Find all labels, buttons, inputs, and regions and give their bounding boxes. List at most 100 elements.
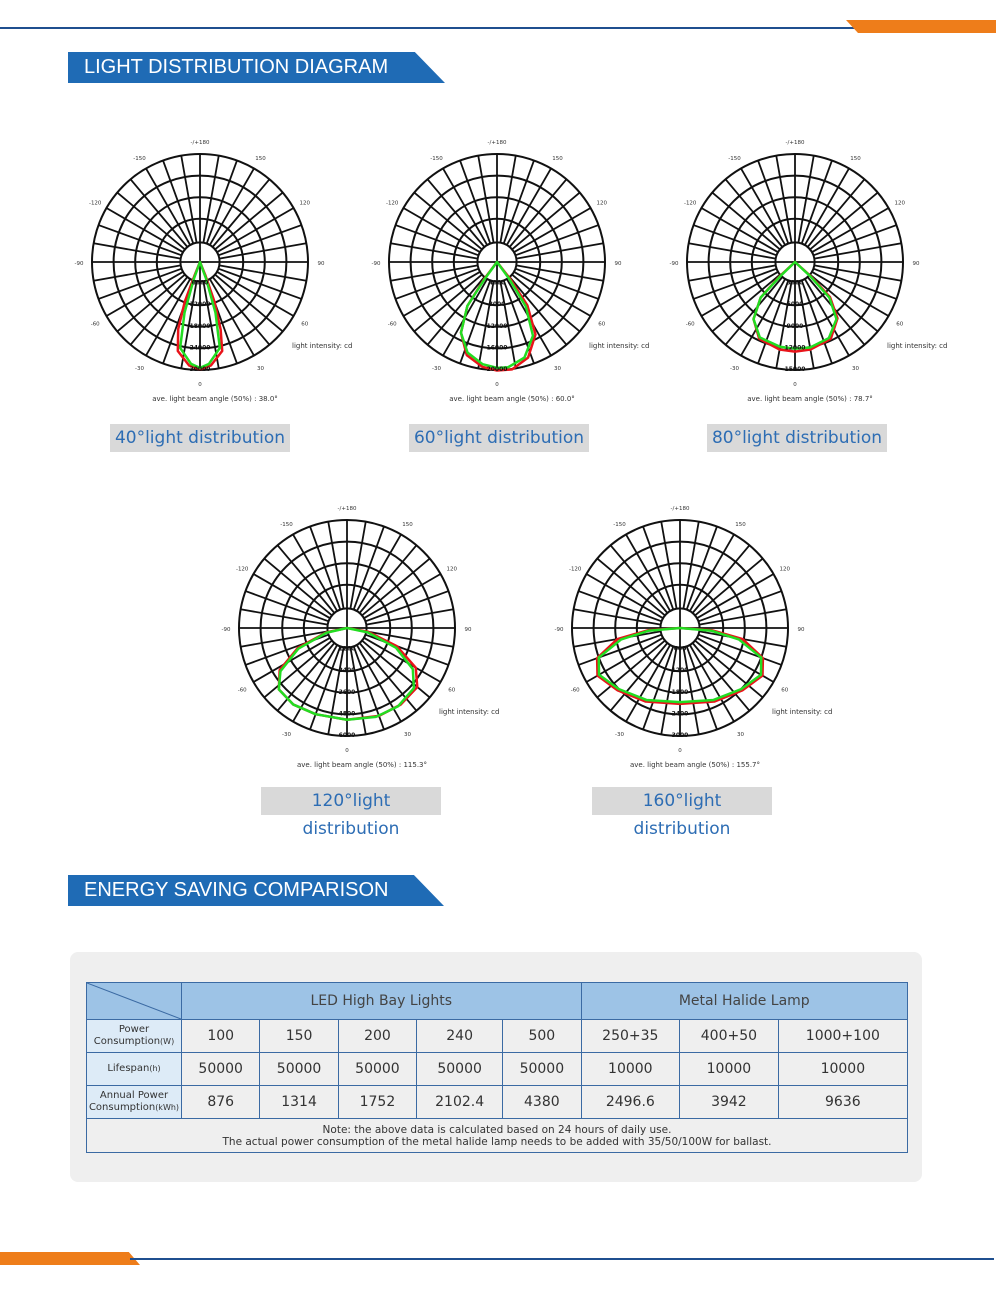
grid-spoke [625, 534, 671, 612]
intensity-tick: 20000 [487, 366, 508, 373]
angle-label: 0 [793, 382, 797, 388]
grid-spoke [459, 160, 492, 244]
angle-label: 150 [850, 156, 861, 162]
table-cell: 100 [180, 1019, 261, 1053]
grid-spoke [811, 207, 889, 253]
intensity-tick: 18000 [190, 323, 211, 330]
angle-label: 90 [318, 261, 325, 267]
intensity-tick: 6000 [339, 732, 356, 739]
grid-spoke [693, 267, 777, 300]
grid-spoke [813, 267, 897, 300]
row-header: Lifespan(h) [86, 1052, 182, 1086]
row-header: Annual Power Consumption(kWh) [86, 1085, 182, 1119]
intensity-tick: 3000 [672, 732, 689, 739]
grid-spoke [701, 207, 779, 253]
grid-spoke [757, 280, 790, 364]
angle-label: 90 [615, 261, 622, 267]
grid-spoke [395, 224, 479, 257]
angle-label: -60 [388, 322, 397, 328]
grid-spoke [694, 557, 764, 617]
curve-green [752, 260, 838, 351]
angle-label: -90 [670, 261, 679, 267]
row-unit: (W) [160, 1037, 175, 1046]
grid-spoke [693, 224, 777, 257]
angle-label: 150 [735, 522, 746, 528]
unit-label: light intensity: cd [439, 708, 499, 716]
grid-spoke [366, 630, 454, 648]
grid-spoke [698, 633, 782, 666]
grid-spoke [211, 276, 271, 346]
angle-label: -30 [282, 732, 291, 738]
note-row: Note: the above data is calculated based… [86, 1118, 908, 1153]
grid-spoke [162, 160, 195, 244]
angle-label: -/+180 [786, 140, 805, 146]
grid-spoke [809, 273, 879, 333]
grid-spoke [219, 242, 307, 260]
angle-label: -60 [91, 322, 100, 328]
grid-spoke [366, 608, 454, 626]
grid-spoke [93, 242, 181, 260]
grid-spoke [809, 191, 879, 251]
grid-spoke [814, 264, 902, 282]
grid-spoke [502, 160, 535, 244]
table-cell: 2496.6 [580, 1085, 681, 1119]
intensity-tick: 2400 [339, 667, 356, 674]
table-cell: 1000+100 [777, 1019, 909, 1053]
beam-angle-text: ave. light beam angle (50%) : 155.7° [630, 761, 760, 769]
beam-angle-text: ave. light beam angle (50%) : 78.7° [747, 395, 873, 403]
grid-spoke [813, 224, 897, 257]
grid-spoke [775, 155, 793, 243]
table-row: Power Consumption(W) 100 150 200 240 500 250+3… [86, 1019, 909, 1053]
intensity-tick: 8000 [489, 301, 506, 308]
grid-spoke [508, 178, 568, 248]
angle-label: -/+180 [488, 140, 507, 146]
intensity-tick: 3600 [339, 689, 356, 696]
angle-label: 120 [780, 567, 791, 573]
unit-label: light intensity: cd [887, 342, 947, 350]
grid-spoke [806, 178, 866, 248]
grid-spoke [596, 639, 666, 699]
angle-label: 0 [678, 748, 682, 754]
grid-spoke [596, 557, 666, 617]
angle-label: -150 [133, 156, 146, 162]
row-label: Annual Power Consumption [88, 1090, 169, 1113]
grid-spoke [245, 590, 329, 623]
grid-spoke [688, 242, 776, 260]
table-cell: 3942 [679, 1085, 779, 1119]
intensity-tick: 6000 [787, 301, 804, 308]
angle-label: 90 [798, 627, 805, 633]
grid-spoke [211, 178, 271, 248]
grid-spoke [513, 271, 591, 317]
angle-label: -/+180 [191, 140, 210, 146]
intensity-tick: 12000 [190, 301, 211, 308]
grid-spoke [253, 573, 331, 619]
angle-label: -90 [222, 627, 231, 633]
grid-spoke [609, 642, 669, 712]
beam-angle-text: ave. light beam angle (50%) : 60.0° [449, 395, 575, 403]
grid-spoke [390, 242, 478, 260]
grid-spoke [775, 281, 793, 369]
grid-spoke [477, 155, 495, 243]
grid-spoke [506, 168, 552, 246]
bottom-orange-tab [0, 1252, 140, 1265]
grid-spoke [516, 264, 604, 282]
curve-red [595, 626, 765, 706]
table-cell: 50000 [337, 1052, 418, 1086]
grid-spoke [98, 224, 182, 257]
grid-spoke [757, 160, 790, 244]
grid-spoke [701, 271, 779, 317]
grid-spoke [694, 639, 764, 699]
table-cell: 50000 [502, 1052, 582, 1086]
grid-spoke [209, 168, 255, 246]
polar-diagram: -/+180 -150 150 -120 120 -90 90 -60 60 -30 30 0 600 1… [555, 506, 833, 769]
beam-angle-text: ave. light beam angle (50%) : 38.0° [152, 395, 278, 403]
grid-spoke [180, 155, 198, 243]
grid-spoke [363, 573, 441, 619]
grid-spoke [642, 646, 675, 730]
grid-spoke [682, 521, 700, 609]
grid-spoke [442, 168, 488, 246]
angle-label: -150 [613, 522, 626, 528]
grid-spoke [724, 276, 784, 346]
grid-spoke [363, 637, 441, 683]
angle-label: 60 [896, 322, 903, 328]
